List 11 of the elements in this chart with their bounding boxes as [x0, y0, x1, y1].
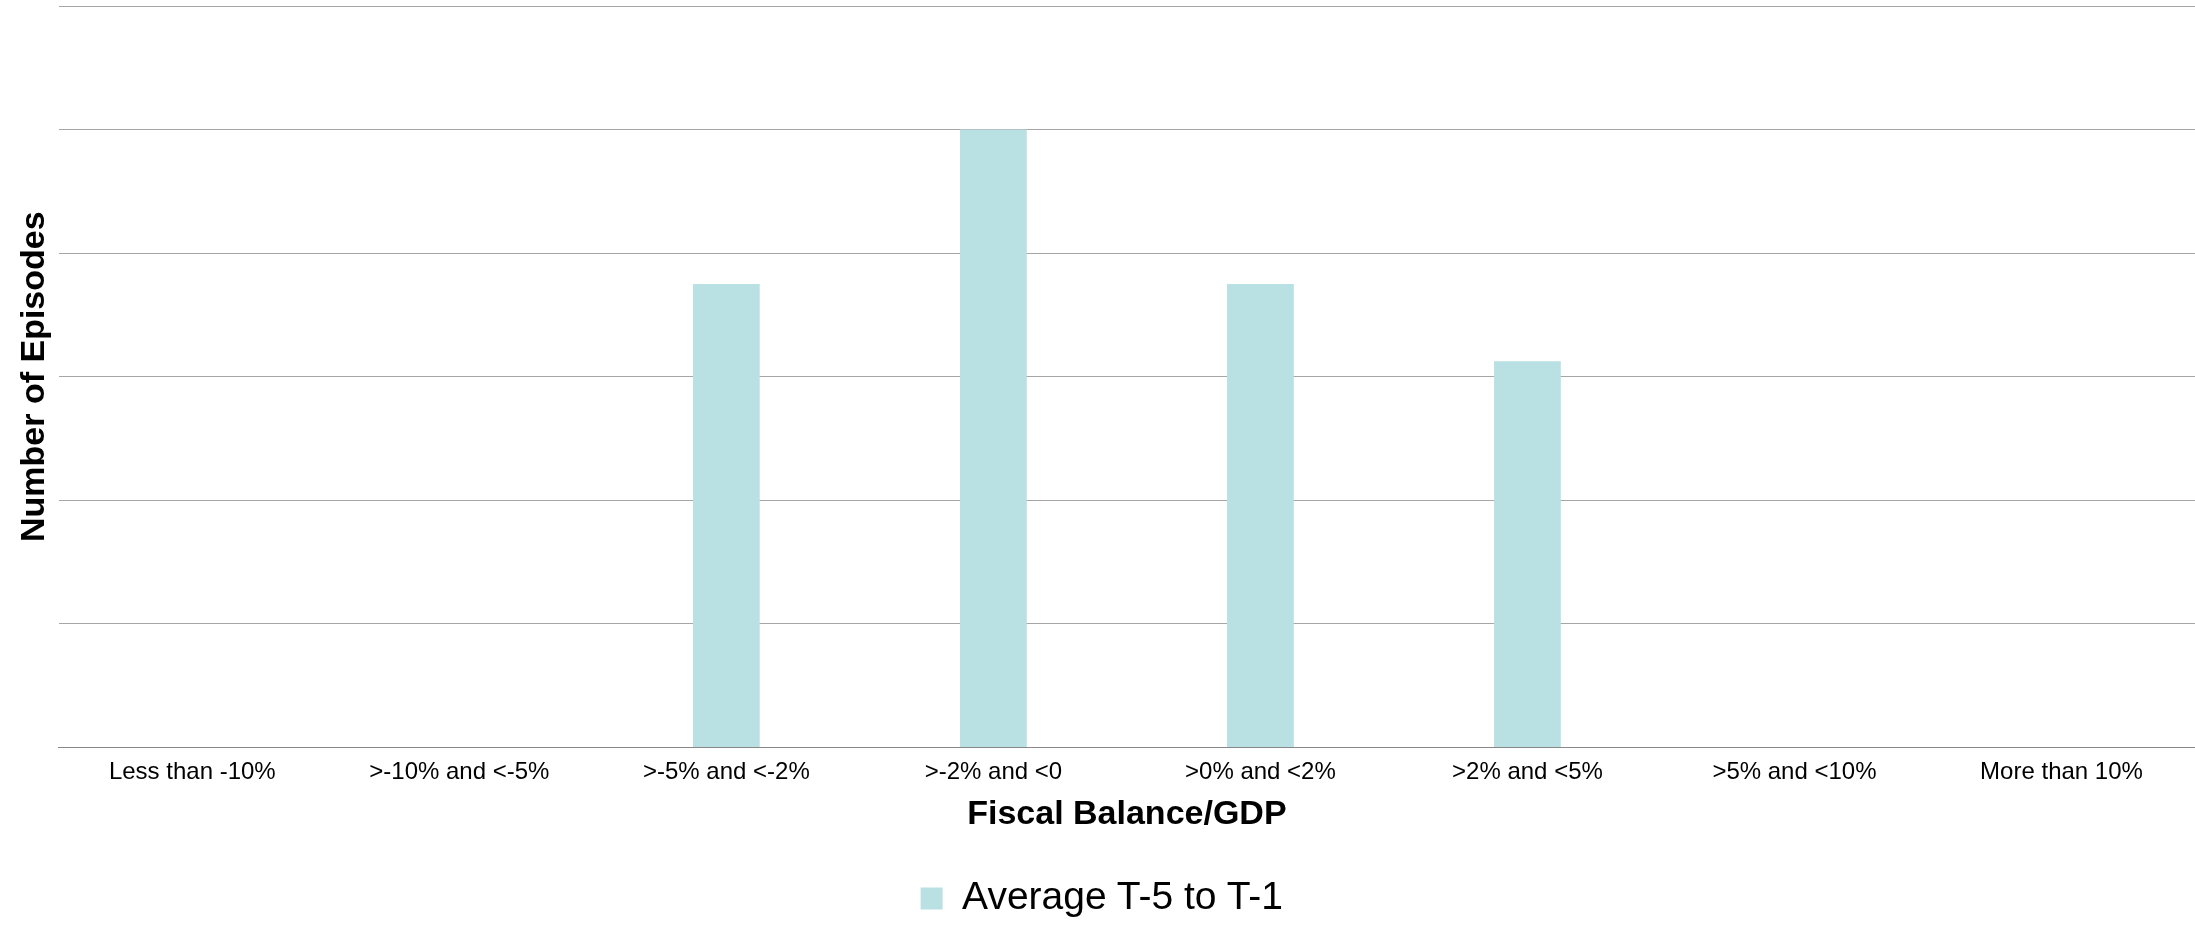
x-tick-label: >5% and <10% [1712, 757, 1877, 785]
x-axis-title: Fiscal Balance/GDP [967, 792, 1287, 831]
x-tick-label: >2% and <5% [1452, 757, 1603, 785]
x-tick-label: >0% and <2% [1185, 757, 1336, 785]
x-tick-label: Less than -10% [108, 757, 276, 785]
x-tick-label: >-2% and <0 [924, 757, 1063, 785]
x-tick-label: >-5% and <-2% [642, 757, 810, 785]
legend-label: Average T-5 to T-1 [962, 874, 1283, 918]
x-tick-label: >-10% and <-5% [369, 757, 550, 785]
x-tick-label: More than 10% [1980, 757, 2143, 785]
y-axis-title: Number of Episodes [12, 211, 51, 542]
